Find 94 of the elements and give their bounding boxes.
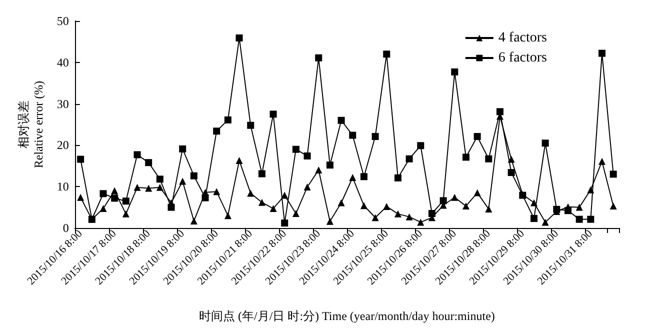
point: [598, 50, 606, 57]
point: [349, 174, 356, 181]
point: [236, 157, 243, 164]
point: [587, 216, 594, 223]
point: [145, 184, 152, 192]
point: [122, 210, 130, 218]
y-tick-label: 50: [56, 14, 69, 28]
point: [77, 156, 84, 163]
point: [281, 192, 288, 199]
point: [77, 194, 84, 201]
point: [485, 205, 492, 212]
point: [179, 178, 186, 185]
point: [224, 116, 232, 124]
point: [111, 194, 118, 202]
point: [111, 187, 118, 194]
point: [440, 197, 447, 204]
y-tick-label: 10: [56, 180, 69, 194]
point: [258, 198, 266, 206]
point: [406, 213, 413, 220]
point: [213, 128, 220, 135]
point: [326, 218, 334, 225]
point: [122, 198, 130, 205]
point: [168, 204, 175, 211]
point: [496, 108, 504, 116]
point: [530, 214, 538, 222]
point: [451, 68, 458, 76]
point: [202, 194, 209, 202]
point: [134, 184, 141, 191]
point: [372, 214, 379, 222]
point: [417, 142, 424, 150]
point: [145, 159, 152, 166]
point: [326, 162, 334, 169]
point: [292, 210, 300, 218]
point: [394, 174, 402, 182]
point: [281, 220, 288, 227]
point: [190, 172, 198, 180]
point: [383, 202, 390, 210]
point: [576, 204, 583, 211]
point: [349, 132, 356, 139]
point: [383, 50, 390, 58]
point: [270, 205, 277, 212]
point: [530, 199, 538, 206]
y-tick-label: 0: [62, 221, 69, 235]
point: [474, 189, 481, 196]
point: [190, 217, 198, 224]
point: [598, 158, 606, 165]
point: [508, 156, 515, 163]
point: [156, 184, 164, 191]
point: [100, 205, 107, 212]
point: [304, 152, 311, 160]
point: [156, 176, 164, 183]
point: [315, 166, 322, 174]
point: [338, 199, 345, 206]
point: [508, 169, 515, 176]
point: [179, 145, 186, 152]
legend-label: 4 factors: [498, 30, 548, 46]
point: [315, 54, 322, 62]
point: [576, 216, 583, 223]
point: [542, 140, 549, 147]
point: [372, 133, 379, 140]
point: [247, 122, 254, 129]
y-tick-label: 30: [56, 96, 69, 111]
point: [394, 210, 402, 218]
point: [474, 133, 481, 140]
point: [360, 173, 368, 180]
point: [428, 210, 436, 218]
point: [406, 155, 413, 162]
x-axis-title: 时间点 (年/月/日 时:分) Time (year/month/day hour:minute): [199, 309, 495, 323]
point: [236, 34, 243, 42]
point: [247, 190, 254, 197]
point: [451, 194, 458, 201]
point: [258, 170, 266, 178]
point: [100, 190, 107, 198]
point: [417, 218, 424, 226]
point: [134, 151, 141, 158]
y-axis-title: 相对误差 Relative error (%): [16, 80, 46, 168]
point: [587, 186, 594, 194]
point: [610, 170, 617, 178]
point: [304, 184, 311, 191]
point: [564, 207, 572, 214]
point: [542, 218, 549, 226]
point: [462, 202, 470, 210]
y-tick-label: 40: [56, 55, 69, 70]
point: [292, 146, 300, 153]
point: [360, 202, 368, 210]
point: [270, 110, 277, 118]
point: [224, 212, 232, 220]
point: [338, 116, 345, 124]
point: [485, 155, 492, 162]
legend-label: 6 factors: [498, 50, 548, 66]
point: [462, 154, 470, 161]
point: [213, 188, 220, 196]
point: [610, 202, 617, 210]
y-tick-label: 20: [56, 138, 69, 152]
